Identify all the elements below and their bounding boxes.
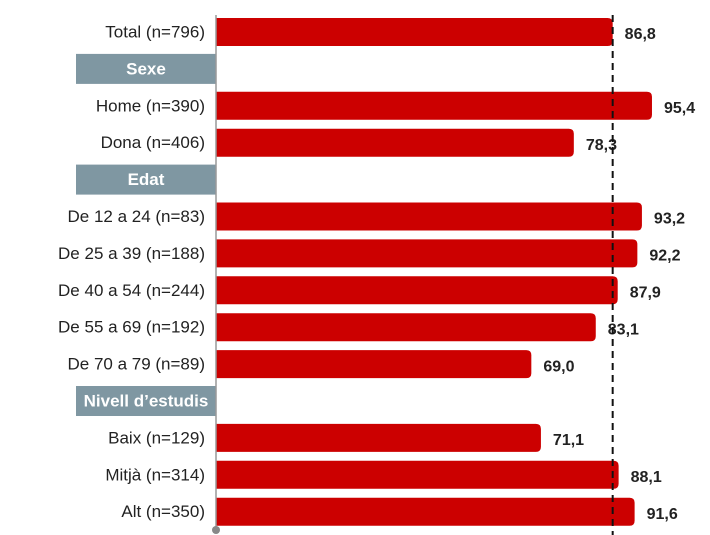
group-header [76, 386, 216, 416]
bar [216, 497, 635, 526]
bar [216, 91, 652, 120]
group-label: Edat [128, 170, 165, 189]
bar [216, 460, 619, 489]
value-label: 91,6 [647, 506, 678, 523]
value-label: 88,1 [631, 469, 662, 486]
bar [216, 128, 574, 157]
category-label: Baix (n=129) [108, 428, 205, 447]
category-label: De 12 a 24 (n=83) [67, 207, 205, 226]
category-label: Alt (n=350) [121, 502, 205, 521]
value-label: 95,4 [664, 100, 695, 117]
group-header [76, 164, 216, 195]
bar [216, 350, 532, 379]
bar [216, 18, 613, 46]
group-label: Sexe [126, 59, 166, 78]
category-label: Total (n=796) [105, 22, 205, 41]
bar [216, 313, 596, 342]
value-label: 78,3 [586, 137, 617, 154]
value-label: 83,1 [608, 321, 639, 338]
bar [216, 423, 541, 452]
group-label: Nivell d’estudis [84, 391, 209, 410]
bar [216, 202, 642, 231]
value-label: 71,1 [553, 432, 584, 449]
bar [216, 276, 618, 305]
category-label: De 70 a 79 (n=89) [67, 355, 205, 374]
category-label: De 25 a 39 (n=188) [58, 244, 205, 263]
category-label: Mitjà (n=314) [105, 465, 205, 484]
value-label: 93,2 [654, 211, 685, 228]
category-label: De 55 a 69 (n=192) [58, 318, 205, 337]
category-label: Home (n=390) [96, 96, 205, 115]
axis-end [212, 526, 220, 534]
category-label: De 40 a 54 (n=244) [58, 281, 205, 300]
category-label: Dona (n=406) [101, 133, 205, 152]
value-label: 87,9 [630, 285, 661, 302]
value-label: 86,8 [625, 26, 656, 43]
bar [216, 239, 638, 268]
value-label: 92,2 [649, 248, 680, 265]
value-label: 69,0 [543, 358, 574, 375]
group-header [76, 53, 216, 84]
